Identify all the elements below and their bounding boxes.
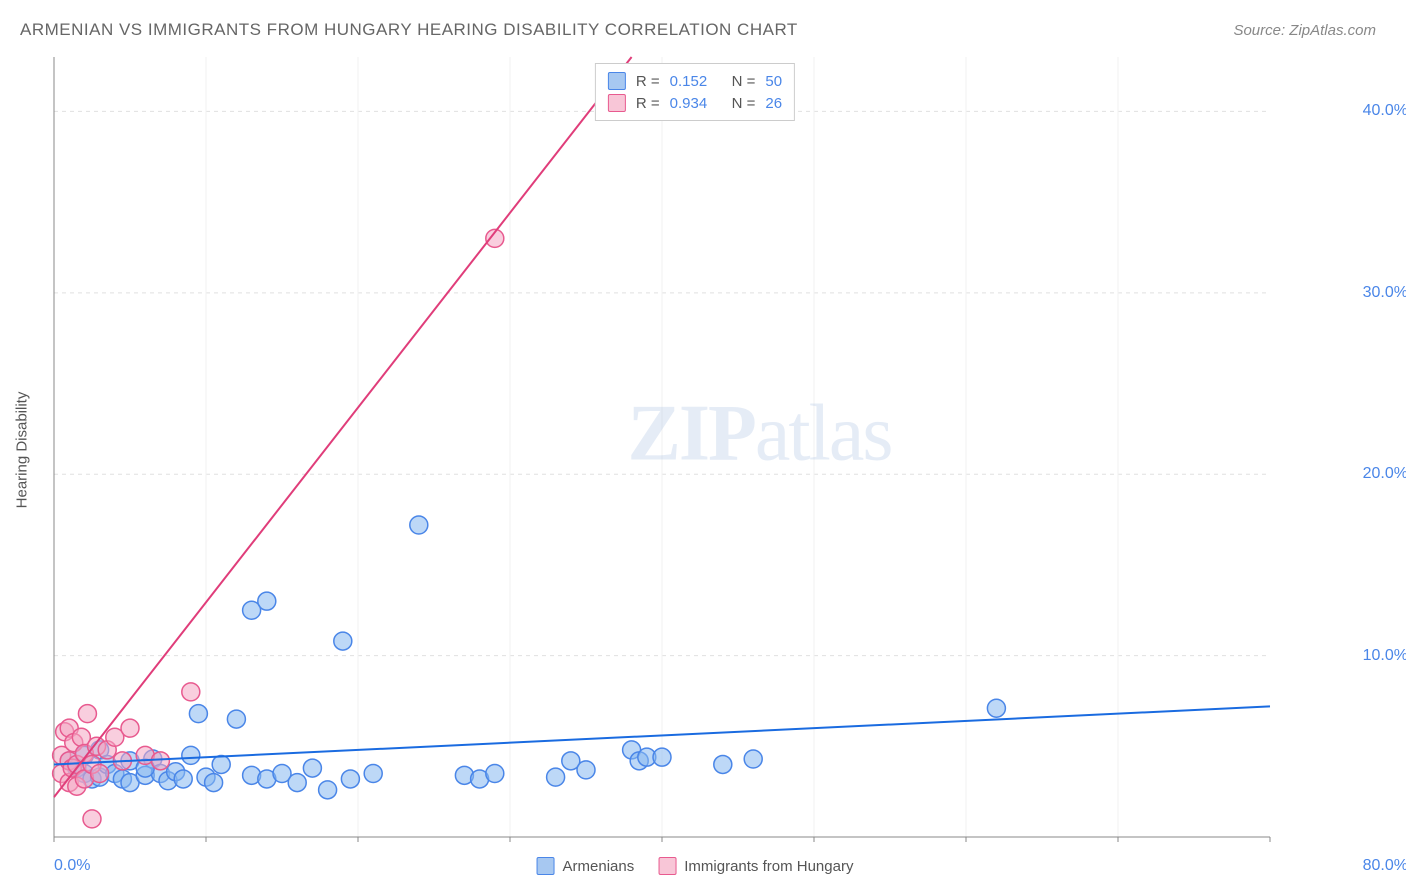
scatter-plot (50, 55, 1340, 845)
stats-row: R =0.934N =26 (608, 92, 782, 114)
stats-row: R =0.152N =50 (608, 70, 782, 92)
series-swatch (608, 94, 626, 112)
legend-bottom: Armenians Immigrants from Hungary (537, 857, 854, 875)
chart-title: ARMENIAN VS IMMIGRANTS FROM HUNGARY HEAR… (20, 20, 798, 40)
legend-label: Immigrants from Hungary (684, 858, 853, 875)
y-axis-label: Hearing Disability (14, 392, 31, 509)
y-tick-label: 40.0% (1363, 102, 1406, 120)
chart-area: Hearing Disability ZIPatlas R =0.152N =5… (50, 55, 1340, 845)
legend-item: Armenians (537, 857, 635, 875)
legend-label: Armenians (563, 858, 635, 875)
legend-swatch (658, 857, 676, 875)
legend-swatch (537, 857, 555, 875)
series-swatch (608, 72, 626, 90)
x-tick-label: 80.0% (1363, 857, 1406, 875)
legend-item: Immigrants from Hungary (658, 857, 853, 875)
stats-legend: R =0.152N =50R =0.934N =26 (595, 63, 795, 121)
x-tick-label: 0.0% (54, 857, 90, 875)
y-tick-label: 30.0% (1363, 284, 1406, 302)
source-attribution: Source: ZipAtlas.com (1233, 22, 1376, 39)
y-tick-label: 20.0% (1363, 465, 1406, 483)
y-tick-label: 10.0% (1363, 647, 1406, 665)
